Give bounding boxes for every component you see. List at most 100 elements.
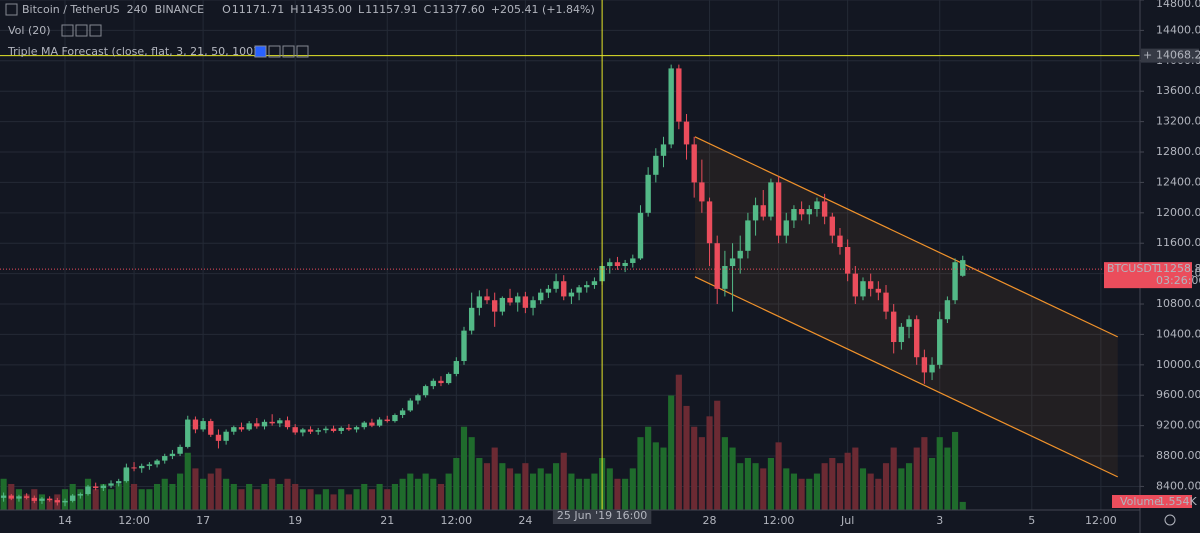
candle-body <box>246 423 252 430</box>
y-tick-label: 13600.00 <box>1156 84 1200 97</box>
volume-bar <box>315 494 322 510</box>
volume-bar <box>192 468 199 510</box>
candle-body <box>653 155 659 175</box>
candle-body <box>791 209 797 221</box>
x-tick-label: 19 <box>288 514 302 527</box>
volume-bar <box>338 489 345 510</box>
candle-body <box>630 258 636 263</box>
volume-bar <box>238 489 245 510</box>
y-tick-label: 9200.00 <box>1156 419 1200 432</box>
candle-body <box>16 496 22 499</box>
volume-bar <box>813 473 821 510</box>
volume-bar <box>844 452 851 510</box>
last-price-timer: 03:26:06 <box>1156 274 1200 287</box>
volume-bar <box>491 447 498 510</box>
candle-body <box>821 201 828 217</box>
volume-bar <box>591 473 598 510</box>
volume-bar <box>560 452 567 510</box>
volume-bar <box>77 489 84 510</box>
candle-body <box>192 419 199 430</box>
ohlc-key: O <box>222 3 231 16</box>
y-tick-label: 12400.00 <box>1156 175 1200 188</box>
volume-bar <box>468 437 475 510</box>
volume-box <box>1112 495 1192 508</box>
candle-body <box>369 422 375 426</box>
volume-bar <box>476 457 483 510</box>
volume-bar <box>184 452 191 510</box>
y-tick-label: 8400.00 <box>1156 479 1200 492</box>
volume-bar <box>430 478 437 510</box>
volume-bar <box>867 473 874 510</box>
candle-body <box>806 209 812 215</box>
candle-body <box>952 262 958 301</box>
volume-bar <box>115 483 122 510</box>
candle-body <box>576 287 582 293</box>
y-tick-label: 14800.00 <box>1156 0 1200 10</box>
volume-bar <box>307 489 314 510</box>
volume-bar <box>376 483 383 510</box>
volume-bar <box>130 483 138 510</box>
candle-body <box>729 258 736 267</box>
candle-body <box>676 68 682 122</box>
volume-bar <box>568 473 575 510</box>
ohlc-value: 11157.91 <box>365 3 418 16</box>
candle-body <box>499 297 506 312</box>
candle-body <box>691 144 697 183</box>
volume-bar <box>154 483 161 510</box>
y-tick-label: 12000.00 <box>1156 206 1200 219</box>
volume-bar <box>675 374 682 510</box>
volume-bar <box>806 478 813 510</box>
volume-bar <box>368 489 375 510</box>
candle-body <box>476 296 483 308</box>
ohlc-key: C <box>424 3 432 16</box>
candle-body <box>898 326 905 343</box>
indicator-button[interactable] <box>89 24 102 37</box>
y-tick-label: 10800.00 <box>1156 297 1200 310</box>
candle-body <box>706 201 713 244</box>
indicator-button[interactable] <box>296 45 309 58</box>
candle-body <box>461 330 467 362</box>
volume-bar <box>691 426 698 510</box>
indicator-button[interactable] <box>268 45 281 58</box>
interval: 240 <box>127 3 148 16</box>
indicator-button[interactable] <box>61 24 74 37</box>
candle-body <box>346 427 352 430</box>
candle-body <box>284 420 291 428</box>
candle-body <box>376 419 383 426</box>
last-price-symbol: BTCUSDT <box>1107 262 1159 275</box>
candle-body <box>960 260 966 276</box>
volume-bar <box>821 463 828 510</box>
candle-body <box>522 296 529 308</box>
candle-body <box>492 300 498 312</box>
volume-bar <box>614 478 621 510</box>
candle-body <box>407 400 413 411</box>
indicator-button[interactable] <box>282 45 295 58</box>
volume-bar <box>223 478 230 510</box>
candle-body <box>215 434 222 441</box>
volume-bar <box>668 395 675 510</box>
crosshair-time-label: 25 Jun '19 16:00 <box>557 509 647 522</box>
volume-bar <box>852 447 859 510</box>
candle-body <box>484 296 490 301</box>
volume-bar <box>499 463 506 510</box>
candle-body <box>23 496 30 498</box>
volume-bar <box>744 457 751 510</box>
volume-bar <box>460 426 468 510</box>
volume-bar <box>353 489 360 510</box>
x-tick-label: 5 <box>1028 514 1035 527</box>
volume-bar <box>905 463 913 510</box>
volume-bar <box>253 489 260 510</box>
indicator-button[interactable] <box>75 24 88 37</box>
volume-bar <box>898 468 905 510</box>
candle-body <box>891 311 897 343</box>
volume-bar <box>123 468 130 510</box>
candle-body <box>798 209 805 215</box>
volume-bar <box>829 457 836 510</box>
volume-bar <box>576 478 583 510</box>
candle-body <box>737 250 743 259</box>
volume-bar <box>645 426 652 510</box>
indicator-button[interactable] <box>254 45 267 58</box>
candle-body <box>438 380 444 384</box>
volume-bar <box>514 473 521 510</box>
ohlc-key: L <box>358 3 365 16</box>
